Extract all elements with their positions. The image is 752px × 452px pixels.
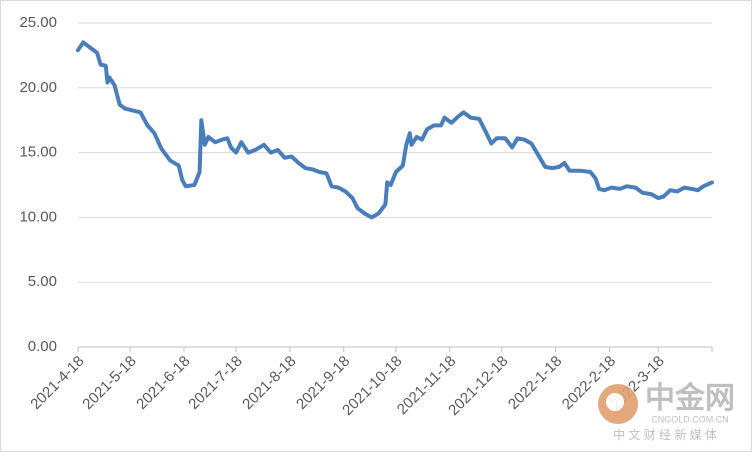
y-tick-label: 5.00	[28, 273, 57, 290]
y-tick-label: 25.00	[19, 14, 57, 31]
y-tick-label: 20.00	[19, 79, 57, 96]
watermark-domain: CNGOLD.COM.CN	[651, 414, 729, 424]
y-tick-label: 0.00	[28, 338, 57, 355]
watermark-tagline: 中 文 财 经 新 媒 体	[613, 427, 717, 442]
y-tick-label: 10.00	[19, 208, 57, 225]
watermark: 中金网 CNGOLD.COM.CN 中 文 财 经 新 媒 体	[598, 381, 735, 442]
y-tick-label: 15.00	[19, 144, 57, 161]
data-line	[76, 40, 714, 220]
watermark-brand: 中金网	[645, 381, 735, 415]
logo-icon-inner	[606, 393, 624, 411]
